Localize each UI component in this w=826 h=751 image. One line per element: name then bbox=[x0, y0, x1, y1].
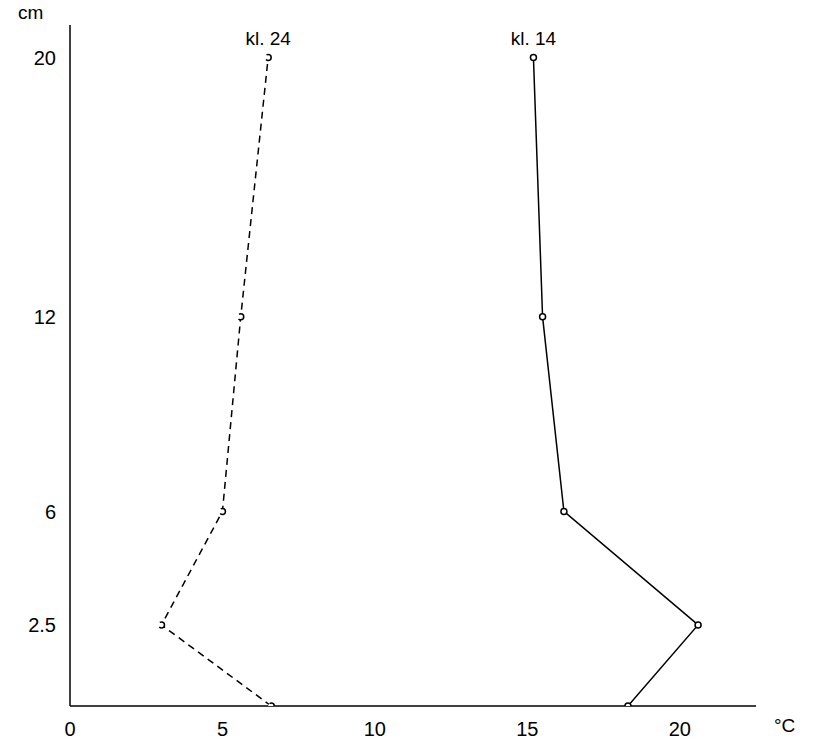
svg-text:2.5: 2.5 bbox=[28, 614, 56, 636]
html-text:cm: cm bbox=[18, 2, 44, 23]
html-text:°C: °C bbox=[774, 715, 796, 736]
svg-text:15: 15 bbox=[516, 718, 538, 740]
svg-text:kl. 24: kl. 24 bbox=[245, 28, 291, 49]
svg-text:0: 0 bbox=[64, 718, 75, 740]
svg-text:20: 20 bbox=[34, 47, 56, 69]
svg-text:20: 20 bbox=[669, 718, 691, 740]
svg-text:10: 10 bbox=[364, 718, 386, 740]
svg-text:kl. 14: kl. 14 bbox=[511, 28, 557, 49]
svg-text:12: 12 bbox=[34, 306, 56, 328]
svg-text:5: 5 bbox=[217, 718, 228, 740]
svg-text:6: 6 bbox=[45, 501, 56, 523]
